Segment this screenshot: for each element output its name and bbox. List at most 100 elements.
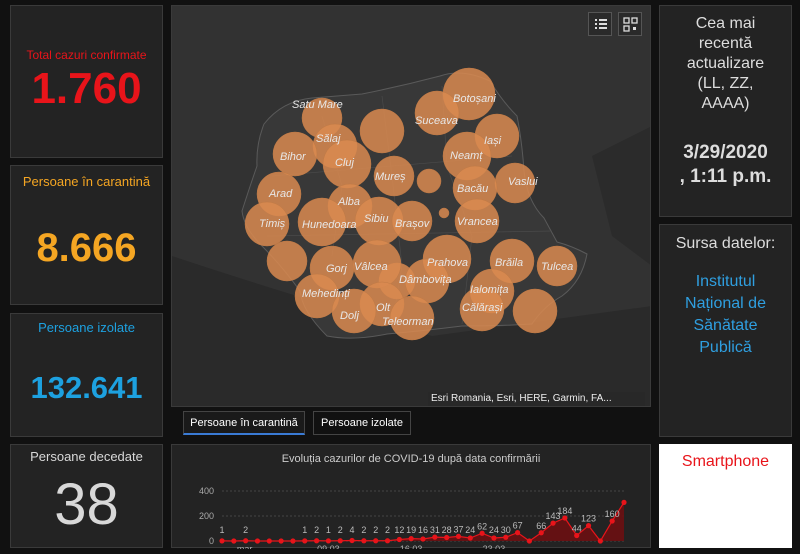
deceased-value: 38 xyxy=(54,472,119,537)
data-label: 2 xyxy=(361,525,366,535)
chart-point[interactable] xyxy=(574,532,580,539)
data-label: 2 xyxy=(385,525,390,535)
county-label: Olt xyxy=(376,302,391,314)
source-name-line[interactable]: Institutul xyxy=(695,273,756,290)
chart-point[interactable] xyxy=(455,533,462,539)
data-label: 66 xyxy=(536,521,546,531)
chart-title: Evoluția cazurilor de COVID-19 după data… xyxy=(281,453,541,465)
tab-quarantine[interactable]: Persoane în carantină xyxy=(183,411,305,435)
county-bubble[interactable] xyxy=(373,155,415,197)
county-bubble[interactable] xyxy=(414,90,460,136)
county-bubble[interactable] xyxy=(359,108,405,154)
romania-map[interactable]: Satu Mare Botoșani Suceava Sălaj Iași Bihor Cl… xyxy=(172,6,651,407)
data-label: 2 xyxy=(243,525,248,535)
qr-code-button[interactable] xyxy=(618,12,642,36)
chart-point[interactable] xyxy=(325,538,332,544)
county-label: Vaslui xyxy=(508,176,538,188)
y-tick-label: 400 xyxy=(199,486,214,496)
county-bubble[interactable] xyxy=(266,240,308,282)
last-update-title: Cea mai recentă actualizare (LL, ZZ, AAA… xyxy=(660,14,791,114)
county-label: Tulcea xyxy=(541,261,573,273)
county-label: Ialomița xyxy=(470,284,509,296)
county-label: Mehedinți xyxy=(302,288,350,300)
chart-point[interactable] xyxy=(467,535,473,541)
update-title-line: recentă xyxy=(698,35,753,52)
source-name-line[interactable]: Publică xyxy=(699,339,752,356)
map-panel[interactable]: Satu Mare Botoșani Suceava Sălaj Iași Bihor Cl… xyxy=(171,5,651,407)
county-bubble[interactable] xyxy=(331,288,377,334)
chart-point[interactable] xyxy=(278,538,284,544)
data-label: 44 xyxy=(572,524,582,534)
chart-point[interactable] xyxy=(408,536,414,542)
data-source-link[interactable]: Institutul Național de Sănătate Publică xyxy=(660,271,791,359)
last-update-panel: Cea mai recentă actualizare (LL, ZZ, AAA… xyxy=(659,5,792,217)
chart-point[interactable] xyxy=(526,538,533,544)
quarantine-value: 8.666 xyxy=(36,226,137,270)
chart-point[interactable] xyxy=(396,536,402,543)
chart-point[interactable] xyxy=(444,534,450,541)
chart-point[interactable] xyxy=(266,538,272,544)
chart-point[interactable] xyxy=(609,518,615,524)
county-bubble[interactable] xyxy=(459,286,505,332)
chart-point[interactable] xyxy=(538,530,544,536)
county-bubble[interactable] xyxy=(272,131,318,177)
chart-point[interactable] xyxy=(384,538,391,544)
county-label: Bacău xyxy=(457,183,488,195)
county-bubble[interactable] xyxy=(391,200,433,242)
chart-point[interactable] xyxy=(479,530,485,536)
chart-point[interactable] xyxy=(349,537,355,544)
county-bubble[interactable] xyxy=(438,207,450,219)
source-name-line[interactable]: Național de xyxy=(685,295,766,312)
tab-isolated[interactable]: Persoane izolate xyxy=(313,411,411,435)
chart-point[interactable] xyxy=(562,515,568,521)
isolated-label: Persoane izolate xyxy=(38,320,135,335)
county-bubble[interactable] xyxy=(512,288,558,334)
quarantine-panel: Persoane în carantină 8.666 xyxy=(10,165,163,305)
chart-point[interactable] xyxy=(420,536,426,542)
county-bubble[interactable] xyxy=(416,168,442,194)
data-label: 31 xyxy=(430,525,440,535)
chart-point[interactable] xyxy=(313,538,320,544)
chart-point[interactable] xyxy=(503,534,509,540)
chart-point[interactable] xyxy=(514,530,521,536)
chart-point[interactable] xyxy=(550,520,556,526)
county-label: Vâlcea xyxy=(354,261,388,273)
chart-point[interactable] xyxy=(337,538,343,544)
chart-point[interactable] xyxy=(290,538,296,544)
county-label: Iași xyxy=(484,135,502,147)
total-cases-label: Total cazuri confirmate xyxy=(26,48,147,62)
county-bubble[interactable] xyxy=(244,201,290,247)
county-label: Satu Mare xyxy=(292,99,343,111)
county-label: Arad xyxy=(268,188,293,200)
county-bubble[interactable] xyxy=(536,245,578,287)
last-update-date: 3/29/2020 xyxy=(683,142,768,163)
chart-point[interactable] xyxy=(361,538,367,544)
source-name-line[interactable]: Sănătate xyxy=(693,317,758,334)
chart-point[interactable] xyxy=(219,538,225,544)
qr-grid-icon xyxy=(623,17,638,32)
map-attribution: Esri Romania, Esri, HERE, Garmin, FA... xyxy=(428,392,645,406)
smartphone-panel[interactable]: Smartphone xyxy=(659,444,792,548)
chart-point[interactable] xyxy=(432,534,438,540)
chart-point[interactable] xyxy=(243,538,249,544)
smartphone-link[interactable]: Smartphone xyxy=(681,453,770,470)
list-icon xyxy=(595,19,607,29)
county-bubble[interactable] xyxy=(454,198,500,244)
chart-point[interactable] xyxy=(621,499,627,505)
county-label: Dâmbovița xyxy=(399,274,452,286)
legend-button[interactable] xyxy=(588,12,612,36)
county-bubbles[interactable] xyxy=(244,67,578,341)
chart-point[interactable] xyxy=(597,538,603,544)
data-label: 184 xyxy=(557,506,572,516)
county-bubble[interactable] xyxy=(297,197,347,247)
total-cases-value: 1.760 xyxy=(31,64,142,113)
chart-point[interactable] xyxy=(585,523,592,529)
chart-point[interactable] xyxy=(254,538,261,544)
chart-point[interactable] xyxy=(231,538,237,544)
chart-point[interactable] xyxy=(373,538,379,544)
county-bubble[interactable] xyxy=(389,295,435,341)
chart-point[interactable] xyxy=(302,538,308,544)
data-label: 37 xyxy=(453,524,463,534)
chart-point[interactable] xyxy=(491,535,497,541)
